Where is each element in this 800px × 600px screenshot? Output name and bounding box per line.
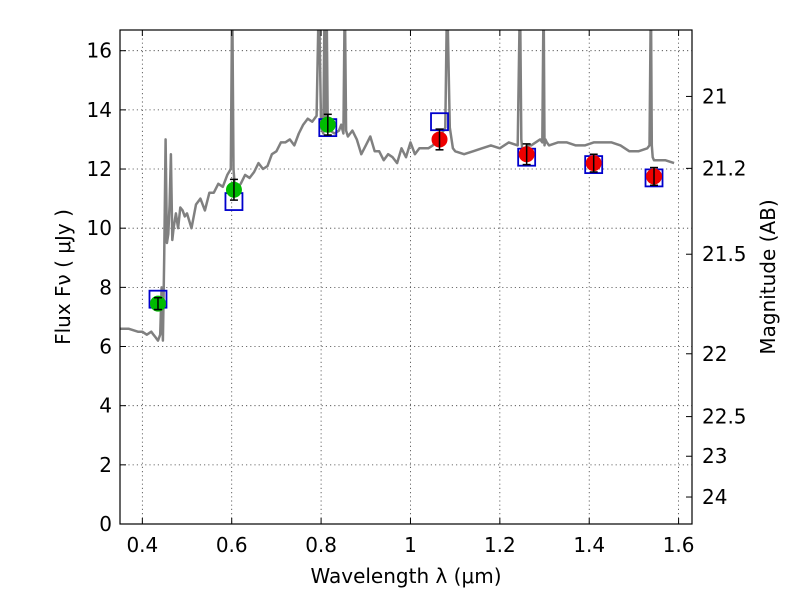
right-tick-label: 22.5 xyxy=(702,405,747,429)
y-tick-label: 2 xyxy=(99,453,112,477)
right-axis-ticks: 21 21.2 21.5 22 22.5 23 24 xyxy=(686,84,747,509)
y-tick-label: 4 xyxy=(99,394,112,418)
plot-frame xyxy=(119,29,693,525)
y-tick-label: 16 xyxy=(87,39,112,63)
y-axis-label: Flux Fν ( μJy ) xyxy=(51,209,75,345)
x-axis-ticks: 0.4 0.6 0.8 1 1.2 1.4 1.6 xyxy=(126,30,695,557)
right-tick-label: 22 xyxy=(702,342,727,366)
right-tick-label: 21.2 xyxy=(702,156,747,180)
right-tick-label: 21.5 xyxy=(702,242,747,266)
right-tick-label: 24 xyxy=(702,485,727,509)
y-axis-ticks: 0 2 4 6 8 10 12 14 16 xyxy=(87,39,126,536)
x-tick-label: 0.8 xyxy=(305,533,337,557)
x-tick-label: 1.4 xyxy=(573,533,605,557)
x-tick-label: 1.2 xyxy=(484,533,516,557)
right-tick-label: 21 xyxy=(702,84,727,108)
x-tick-label: 0.4 xyxy=(126,533,158,557)
x-tick-label: 1.6 xyxy=(663,533,695,557)
y-tick-label: 0 xyxy=(99,512,112,536)
right-axis-label: Magnitude (AB) xyxy=(756,199,780,354)
x-axis-label: Wavelength λ (μm) xyxy=(310,564,501,588)
y-tick-label: 14 xyxy=(87,98,112,122)
y-tick-label: 12 xyxy=(87,157,112,181)
plot-background xyxy=(120,30,692,524)
y-tick-label: 10 xyxy=(87,216,112,240)
x-tick-label: 0.6 xyxy=(216,533,248,557)
markers-layer xyxy=(148,112,664,312)
x-tick-label: 1 xyxy=(404,533,417,557)
right-tick-label: 23 xyxy=(702,444,727,468)
y-tick-label: 8 xyxy=(99,275,112,299)
spectrum-line xyxy=(120,30,675,342)
y-tick-label: 6 xyxy=(99,335,112,359)
spectrum-layer xyxy=(120,30,675,342)
